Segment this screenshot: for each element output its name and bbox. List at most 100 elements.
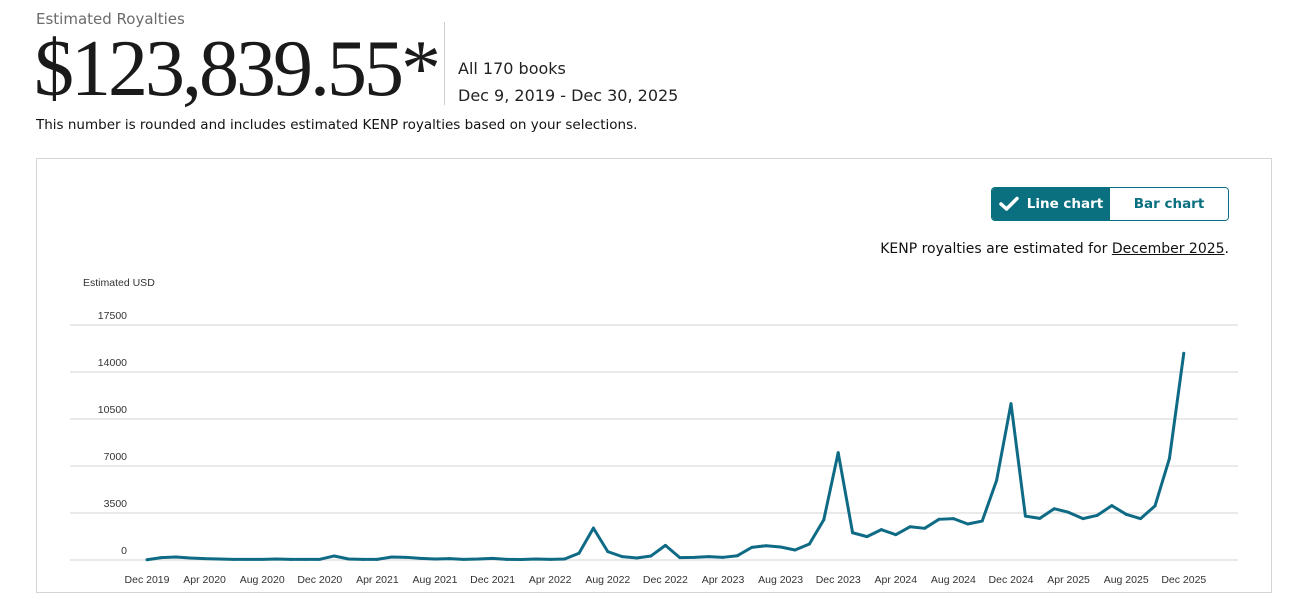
data-point[interactable] (692, 555, 696, 559)
data-point[interactable] (707, 555, 711, 559)
data-point[interactable] (505, 557, 509, 561)
royalties-amount: $123,839.55* (34, 25, 441, 113)
data-point[interactable] (563, 557, 567, 561)
data-point[interactable] (275, 557, 279, 561)
data-point[interactable] (851, 531, 855, 535)
data-point[interactable] (447, 557, 451, 561)
data-point[interactable] (145, 558, 149, 562)
data-point[interactable] (217, 557, 221, 561)
data-point[interactable] (1038, 516, 1042, 520)
data-point[interactable] (779, 545, 783, 549)
data-point[interactable] (620, 555, 624, 559)
data-point[interactable] (375, 557, 379, 561)
x-tick-label: Dec 2024 (989, 574, 1034, 586)
data-point[interactable] (476, 557, 480, 561)
data-point[interactable] (289, 557, 293, 561)
data-point[interactable] (1023, 514, 1027, 518)
data-point[interactable] (1124, 512, 1128, 516)
data-point[interactable] (793, 548, 797, 552)
data-point[interactable] (908, 525, 912, 529)
data-point[interactable] (951, 517, 955, 521)
x-tick-label: Apr 2023 (702, 574, 745, 586)
y-axis-label: Estimated USD (83, 277, 155, 289)
data-point[interactable] (1095, 513, 1099, 517)
data-point[interactable] (390, 555, 394, 559)
data-point[interactable] (404, 555, 408, 559)
data-point[interactable] (246, 557, 250, 561)
data-point[interactable] (1067, 510, 1071, 514)
data-point[interactable] (577, 551, 581, 555)
data-point[interactable] (519, 557, 523, 561)
data-point[interactable] (894, 533, 898, 537)
estimated-royalties-label: Estimated Royalties (36, 10, 185, 28)
y-tick-label: 0 (121, 545, 127, 557)
chart-type-toggle: Line chart Bar chart (991, 187, 1229, 221)
data-point[interactable] (159, 556, 163, 560)
royalties-line (146, 352, 1186, 562)
data-point[interactable] (750, 545, 754, 549)
data-point[interactable] (1139, 517, 1143, 521)
data-point[interactable] (1167, 457, 1171, 461)
data-point[interactable] (491, 556, 495, 560)
chart-panel (36, 158, 1272, 593)
line-chart-label: Line chart (1026, 196, 1104, 212)
data-point[interactable] (635, 556, 639, 560)
data-point[interactable] (548, 557, 552, 561)
data-point[interactable] (678, 556, 682, 560)
data-point[interactable] (361, 557, 365, 561)
data-point[interactable] (347, 557, 351, 561)
y-tick-label: 10500 (98, 404, 127, 416)
data-point[interactable] (764, 544, 768, 548)
line-chart-button[interactable]: Line chart (992, 188, 1110, 220)
data-point[interactable] (980, 519, 984, 523)
data-point[interactable] (836, 451, 840, 455)
data-point[interactable] (923, 526, 927, 530)
y-tick-label: 14000 (98, 357, 127, 369)
x-tick-label: Apr 2020 (183, 574, 226, 586)
data-point[interactable] (1052, 507, 1056, 511)
y-tick-label: 7000 (104, 451, 128, 463)
data-point[interactable] (260, 557, 264, 561)
data-point[interactable] (966, 522, 970, 526)
divider (444, 22, 445, 105)
data-point[interactable] (332, 554, 336, 558)
data-point[interactable] (433, 557, 437, 561)
data-point[interactable] (1182, 351, 1186, 355)
kenp-month-link[interactable]: December 2025 (1111, 241, 1225, 257)
x-tick-label: Aug 2021 (413, 574, 458, 586)
data-point[interactable] (879, 528, 883, 532)
data-point[interactable] (649, 554, 653, 558)
data-point[interactable] (606, 550, 610, 554)
data-point[interactable] (1081, 517, 1085, 521)
data-point[interactable] (534, 557, 538, 561)
y-tick-label: 3500 (104, 498, 128, 510)
data-point[interactable] (663, 543, 667, 547)
bar-chart-label: Bar chart (1133, 196, 1205, 212)
data-point[interactable] (721, 555, 725, 559)
bar-chart-button[interactable]: Bar chart (1110, 188, 1228, 220)
data-point[interactable] (1153, 504, 1157, 508)
data-point[interactable] (462, 557, 466, 561)
data-point[interactable] (865, 535, 869, 539)
x-tick-label: Aug 2024 (931, 574, 976, 586)
data-point[interactable] (303, 557, 307, 561)
data-point[interactable] (318, 557, 322, 561)
data-point[interactable] (937, 517, 941, 521)
data-point[interactable] (1110, 504, 1114, 508)
data-point[interactable] (174, 555, 178, 559)
data-point[interactable] (735, 554, 739, 558)
data-point[interactable] (1009, 402, 1013, 406)
data-point[interactable] (231, 557, 235, 561)
data-point[interactable] (591, 526, 595, 530)
kenp-note: KENP royalties are estimated for Decembe… (880, 240, 1229, 258)
x-tick-label: Dec 2019 (125, 574, 170, 586)
data-point[interactable] (822, 518, 826, 522)
y-tick-label: 17500 (98, 310, 127, 322)
data-point[interactable] (188, 556, 192, 560)
data-point[interactable] (203, 557, 207, 561)
kenp-note-prefix: KENP royalties are estimated for (880, 241, 1112, 257)
data-point[interactable] (995, 478, 999, 482)
data-point[interactable] (419, 556, 423, 560)
data-point[interactable] (807, 542, 811, 546)
